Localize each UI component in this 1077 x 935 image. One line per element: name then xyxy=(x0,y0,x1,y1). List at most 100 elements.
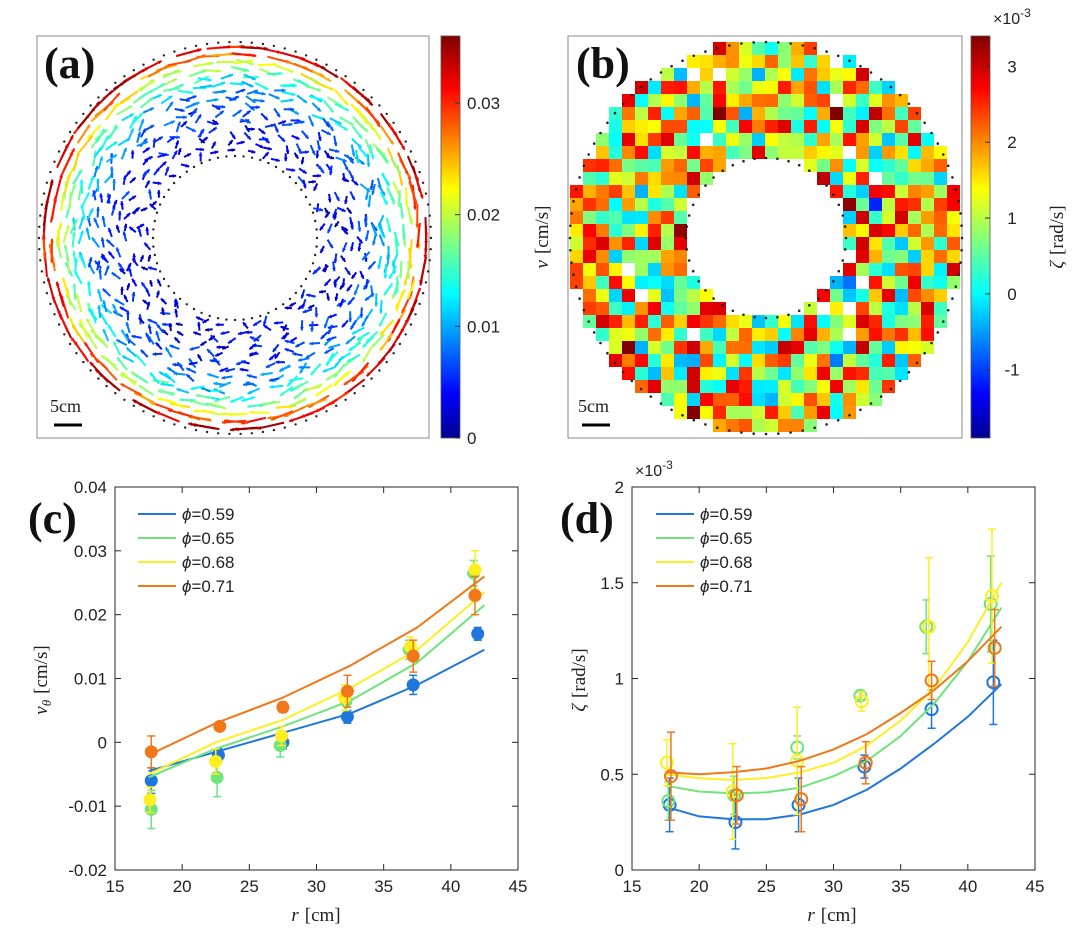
velocity-arrow-head xyxy=(116,93,120,97)
velocity-arrow-head xyxy=(384,291,388,296)
outer-boundary-dot xyxy=(57,323,61,326)
velocity-arrow-head xyxy=(156,167,160,172)
velocity-arrow-head xyxy=(409,220,413,225)
outer-boundary-dot xyxy=(639,387,643,391)
velocity-arrow-head xyxy=(50,238,54,243)
velocity-arrow-head xyxy=(363,127,368,132)
vorticity-cell xyxy=(778,42,791,55)
velocity-arrow-head xyxy=(97,125,101,129)
vorticity-cell xyxy=(583,198,596,211)
vorticity-cell xyxy=(856,328,869,341)
panel-d-label: (d) xyxy=(560,494,614,543)
velocity-arrow-head xyxy=(376,123,381,127)
vorticity-cell xyxy=(817,55,830,68)
vorticity-cell xyxy=(583,237,596,250)
velocity-arrow xyxy=(230,426,258,431)
velocity-arrow-head xyxy=(364,153,368,158)
vorticity-cell xyxy=(726,120,739,133)
velocity-arrow-head xyxy=(134,208,139,212)
velocity-arrow-head xyxy=(302,184,307,189)
vorticity-cell xyxy=(804,315,817,328)
vorticity-cell xyxy=(635,380,648,393)
vorticity-cell xyxy=(765,42,778,55)
vorticity-cell xyxy=(674,263,687,276)
outer-boundary-dot xyxy=(621,370,625,374)
outer-boundary-dot xyxy=(398,130,402,134)
vorticity-cell xyxy=(674,354,687,367)
vorticity-cell xyxy=(622,211,635,224)
velocity-arrow-head xyxy=(131,177,136,182)
vorticity-cell xyxy=(843,276,856,289)
velocity-arrow-head xyxy=(102,329,107,333)
velocity-arrow-head xyxy=(325,123,330,128)
vorticity-cell xyxy=(596,133,609,146)
vorticity-cell xyxy=(570,211,583,224)
vorticity-cell xyxy=(635,354,648,367)
vorticity-cell xyxy=(661,250,674,263)
velocity-arrow-head xyxy=(133,115,137,120)
vorticity-cell xyxy=(804,133,817,146)
velocity-arrow xyxy=(103,92,121,112)
velocity-arrow-head xyxy=(196,316,201,321)
vorticity-cell xyxy=(817,315,830,328)
inner-boundary-dot xyxy=(288,175,292,179)
velocity-arrow-head xyxy=(253,322,258,326)
vorticity-cell xyxy=(791,133,804,146)
velocity-arrow xyxy=(231,52,257,57)
velocity-arrow-head xyxy=(122,355,126,360)
velocity-arrow-head xyxy=(126,347,131,352)
velocity-arrow-head xyxy=(401,145,405,150)
fit-curve xyxy=(665,626,1003,776)
panel-c-xlabel: r [cm] xyxy=(291,905,340,926)
velocity-arrow-head xyxy=(240,82,244,86)
vorticity-cell xyxy=(609,133,622,146)
vorticity-cell xyxy=(726,328,739,341)
vorticity-cell xyxy=(856,367,869,380)
velocity-arrow-head xyxy=(70,337,75,342)
velocity-arrow-head xyxy=(141,266,146,271)
vorticity-cell xyxy=(635,237,648,250)
velocity-arrow-head xyxy=(222,420,226,425)
velocity-arrow-head xyxy=(71,148,75,153)
vorticity-cell xyxy=(869,354,882,367)
velocity-arrow-head xyxy=(274,354,279,359)
vorticity-cell xyxy=(726,107,739,120)
velocity-arrow-head xyxy=(362,358,367,363)
vorticity-cell xyxy=(830,354,843,367)
velocity-arrow-head xyxy=(162,153,167,158)
velocity-arrow-head xyxy=(350,175,354,180)
vorticity-cell xyxy=(687,185,700,198)
y-tick-label: -0.02 xyxy=(68,861,107,880)
velocity-arrow-head xyxy=(362,322,366,327)
velocity-arrow xyxy=(380,125,395,145)
outer-boundary-dot xyxy=(228,432,231,436)
vorticity-cell xyxy=(765,354,778,367)
outer-boundary-dot xyxy=(205,430,209,434)
panel-c-plot: 15 20 25 30 35 40 45-0.02-0.0100.010.020.030.0… xyxy=(68,478,527,896)
velocity-arrow-head xyxy=(419,281,423,286)
velocity-arrow-head xyxy=(173,150,177,155)
outer-boundary-dot xyxy=(173,423,176,426)
velocity-arrow-head xyxy=(327,198,332,203)
vorticity-cell xyxy=(908,159,921,172)
inner-boundary-dot xyxy=(753,157,756,161)
velocity-arrow-head xyxy=(284,306,289,310)
vorticity-cell xyxy=(687,354,700,367)
velocity-arrow-head xyxy=(63,244,68,249)
velocity-arrow-head xyxy=(148,189,152,194)
vorticity-cell xyxy=(700,172,713,185)
velocity-arrow-head xyxy=(100,237,105,242)
data-point xyxy=(144,745,158,759)
velocity-arrow-head xyxy=(249,83,254,88)
inner-boundary-dot xyxy=(158,203,162,206)
vorticity-cell xyxy=(934,237,947,250)
vorticity-cell xyxy=(895,94,908,107)
velocity-arrow-head xyxy=(88,257,93,262)
vorticity-cell xyxy=(830,393,843,406)
velocity-arrow-head xyxy=(240,140,245,145)
data-point xyxy=(924,702,939,717)
outer-boundary-dot xyxy=(429,248,432,251)
vorticity-cell xyxy=(869,237,882,250)
vorticity-cell xyxy=(895,185,908,198)
velocity-arrow-head xyxy=(128,105,132,110)
